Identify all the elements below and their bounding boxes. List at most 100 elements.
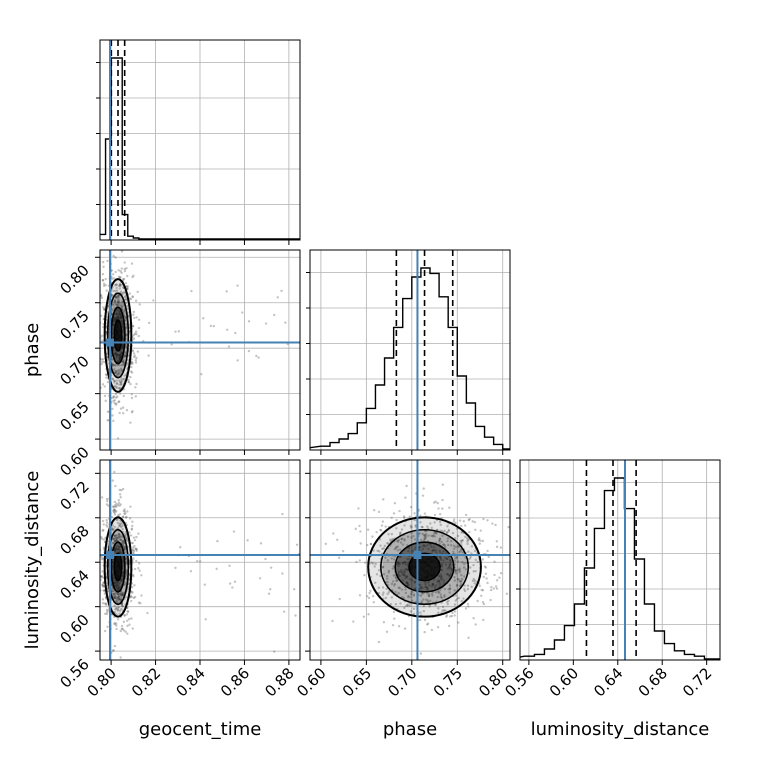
scatter-point — [463, 589, 467, 593]
scatter-point — [427, 594, 431, 598]
scatter-point — [421, 547, 425, 551]
scatter-point — [338, 597, 341, 601]
scatter-point — [438, 582, 441, 586]
scatter-point — [483, 565, 487, 568]
scatter-point — [111, 573, 115, 577]
scatter-point — [112, 596, 116, 599]
scatter-point — [122, 515, 125, 518]
scatter-point — [121, 593, 125, 597]
scatter-point — [410, 593, 413, 596]
scatter-point — [367, 613, 370, 616]
scatter-point — [482, 602, 486, 606]
scatter-point — [413, 587, 416, 590]
scatter-point — [117, 606, 121, 609]
scatter-point — [115, 539, 118, 542]
scatter-point — [101, 570, 104, 573]
scatter-outlier — [189, 570, 193, 573]
scatter-point — [396, 549, 400, 552]
scatter-point — [101, 334, 104, 338]
scatter-point — [462, 597, 465, 600]
scatter-point — [123, 355, 127, 358]
scatter-point — [391, 567, 394, 570]
scatter-point — [420, 592, 424, 595]
scatter-point — [426, 544, 429, 547]
scatter-point — [408, 604, 412, 607]
scatter-point — [460, 599, 464, 603]
scatter-point — [384, 556, 387, 559]
scatter-point — [112, 419, 115, 423]
scatter-point — [123, 354, 127, 358]
scatter-point — [130, 365, 133, 369]
plot-area — [310, 460, 510, 660]
scatter-point — [132, 548, 135, 552]
scatter-outlier — [247, 320, 251, 323]
scatter-point — [392, 512, 396, 515]
scatter-point — [429, 542, 432, 546]
scatter-point — [111, 542, 115, 545]
scatter-point — [134, 547, 137, 551]
scatter-point — [116, 527, 120, 530]
scatter-point — [121, 574, 124, 578]
scatter-point — [412, 594, 416, 597]
scatter-point — [123, 269, 127, 273]
scatter-point — [101, 358, 105, 361]
scatter-point — [111, 323, 115, 326]
scatter-point — [437, 579, 440, 582]
scatter-point — [121, 605, 125, 608]
scatter-point — [116, 312, 119, 316]
scatter-point — [123, 512, 126, 515]
scatter-point — [441, 609, 444, 613]
scatter-point — [444, 546, 447, 549]
scatter-point — [118, 586, 121, 589]
scatter-outlier — [190, 289, 193, 293]
scatter-point — [423, 533, 426, 537]
scatter-point — [113, 548, 117, 552]
scatter-point — [130, 396, 134, 400]
scatter-point — [419, 652, 423, 655]
scatter-point — [455, 556, 458, 560]
scatter-point — [116, 608, 119, 611]
scatter-point — [454, 568, 457, 572]
scatter-point — [115, 316, 118, 320]
scatter-point — [449, 539, 453, 543]
scatter-point — [443, 587, 447, 591]
scatter-point — [120, 350, 123, 354]
scatter-point — [122, 412, 125, 415]
scatter-point — [446, 540, 449, 543]
scatter-point — [123, 510, 127, 513]
scatter-point — [115, 466, 117, 468]
scatter-point — [116, 363, 119, 367]
scatter-point — [120, 593, 123, 596]
scatter-point — [106, 259, 109, 263]
scatter-point — [119, 383, 123, 387]
y-tick-label: 0.70 — [56, 352, 92, 388]
scatter-point — [117, 597, 121, 600]
scatter-point — [114, 510, 117, 514]
scatter-point — [442, 543, 445, 546]
scatter-point — [117, 501, 121, 505]
scatter-point — [121, 541, 124, 545]
scatter-point — [116, 548, 120, 551]
scatter-point — [132, 596, 136, 600]
x-label-phase: phase — [383, 719, 437, 740]
scatter-point — [110, 526, 114, 530]
scatter-point — [110, 515, 114, 519]
scatter-point — [134, 299, 138, 302]
scatter-point — [434, 531, 437, 534]
scatter-point — [439, 593, 443, 596]
scatter-point — [115, 353, 119, 356]
scatter-point — [466, 584, 470, 587]
scatter-point — [126, 537, 129, 540]
scatter-point — [115, 286, 118, 290]
scatter-point — [397, 586, 400, 589]
scatter-point — [110, 269, 114, 272]
scatter-outlier — [236, 359, 239, 362]
scatter-point — [431, 549, 434, 553]
scatter-outlier — [276, 296, 279, 299]
scatter-point — [476, 599, 479, 603]
scatter-point — [116, 580, 119, 584]
scatter-point — [440, 596, 444, 599]
scatter-point — [119, 285, 122, 288]
scatter-point — [455, 555, 459, 559]
panel-geocent_time-vs-luminosity_distance: 0.80 0.82 0.84 0.86 0.880.560.600.640.680.72 — [56, 459, 301, 700]
